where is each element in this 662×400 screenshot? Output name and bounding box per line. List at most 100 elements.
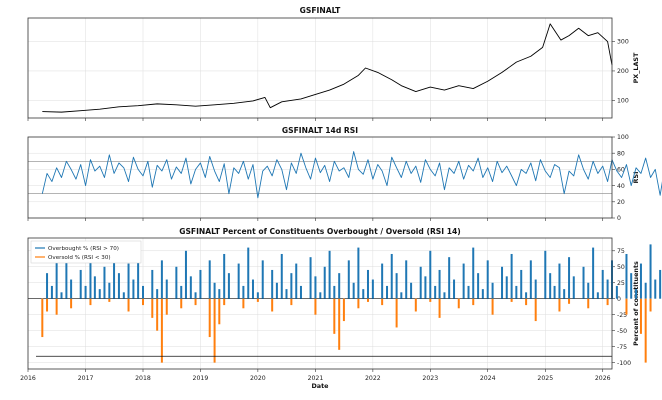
bar — [103, 266, 106, 299]
bar — [429, 250, 432, 299]
bar — [271, 269, 274, 299]
bar — [98, 289, 101, 299]
bar — [649, 244, 652, 299]
bar — [70, 298, 73, 309]
bar — [227, 273, 230, 299]
bar — [630, 273, 633, 299]
bar — [352, 282, 355, 299]
bar — [357, 298, 360, 309]
y-tick-label: -25 — [617, 312, 627, 319]
bar — [223, 253, 226, 299]
bar — [549, 273, 552, 299]
y-tick-label: 300 — [617, 39, 629, 46]
bar — [242, 298, 245, 309]
bar — [639, 263, 642, 299]
y-tick-label: 25 — [617, 280, 625, 287]
x-tick-label: 2017 — [78, 375, 94, 382]
bar — [290, 273, 293, 299]
bar — [553, 285, 556, 299]
bar — [41, 298, 44, 338]
bar — [247, 247, 250, 299]
bar — [639, 298, 642, 334]
bar — [342, 298, 345, 322]
series-line — [42, 23, 613, 113]
y-axis-label: Percent of constituents — [632, 261, 640, 346]
bar — [93, 276, 96, 299]
bar — [366, 269, 369, 299]
bar — [314, 298, 317, 315]
bar — [180, 285, 183, 299]
y-tick-label: 20 — [617, 199, 625, 206]
x-tick-label: 2019 — [193, 375, 209, 382]
legend-box — [30, 240, 142, 264]
bar — [65, 247, 68, 299]
bar — [558, 263, 561, 299]
panel-2: GSFINALT 14d RSI 0 20 40 60 80 100 RSI — [27, 126, 662, 222]
bar — [644, 298, 647, 363]
bar — [208, 260, 211, 299]
x-axis-label: Date — [311, 382, 329, 390]
bar — [453, 279, 456, 299]
bar — [84, 285, 87, 299]
panel-title: GSFINALT — [300, 6, 342, 15]
bar — [184, 250, 187, 299]
x-tick-label: 2021 — [308, 375, 324, 382]
y-tick-label: 60 — [617, 167, 625, 174]
bar — [529, 260, 532, 299]
bar — [510, 253, 513, 299]
bar — [434, 285, 437, 299]
bar — [525, 298, 528, 306]
bar — [314, 276, 317, 299]
bar — [386, 285, 389, 299]
bar — [180, 298, 183, 309]
bar — [486, 260, 489, 299]
y-tick-label: -75 — [617, 344, 627, 351]
bar — [457, 298, 460, 309]
y-tick-label: 0 — [617, 215, 621, 222]
bar — [405, 260, 408, 299]
bar — [251, 279, 254, 299]
bar — [587, 282, 590, 299]
y-tick-label: 0 — [617, 296, 621, 303]
bar — [113, 253, 116, 299]
x-tick-label: 2026 — [595, 375, 611, 382]
bar — [194, 292, 197, 299]
bar — [256, 298, 259, 302]
bar — [381, 298, 384, 306]
x-tick-label: 2020 — [250, 375, 266, 382]
bar — [151, 269, 154, 299]
bar — [256, 292, 259, 299]
panel-title: GSFINALT 14d RSI — [282, 126, 358, 135]
y-axis-label: RSI — [632, 172, 640, 184]
bar — [46, 298, 49, 312]
bar — [271, 298, 274, 312]
bar — [381, 263, 384, 299]
bar — [501, 266, 504, 299]
bar — [505, 276, 508, 299]
y-tick-label: 75 — [617, 248, 625, 255]
bar — [582, 266, 585, 299]
y-tick-label: 50 — [617, 264, 625, 271]
bar — [395, 273, 398, 299]
grid — [27, 136, 612, 219]
bar — [127, 298, 130, 312]
bar — [525, 292, 528, 299]
bar — [462, 263, 465, 299]
bar — [472, 247, 475, 299]
bar — [199, 269, 202, 299]
bar — [333, 285, 336, 299]
bar — [156, 298, 159, 331]
bar — [357, 247, 360, 299]
bar — [50, 285, 53, 299]
bar — [208, 298, 211, 338]
x-tick-label: 2016 — [20, 375, 36, 382]
bar — [347, 260, 350, 299]
bar — [544, 250, 547, 299]
bar — [443, 292, 446, 299]
bar — [534, 279, 537, 299]
bar — [70, 279, 73, 299]
bar — [467, 285, 470, 299]
axes-frame — [27, 136, 613, 219]
bar — [323, 266, 326, 299]
